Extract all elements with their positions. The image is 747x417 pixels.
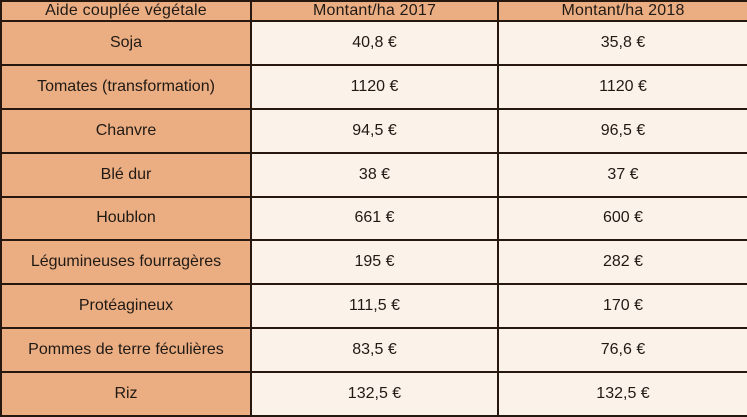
table-row-legumineuses: Légumineuses fourragères 195 € 282 € (0, 239, 747, 286)
amount-2017: 195 € (250, 239, 499, 286)
amount-2017: 94,5 € (250, 107, 499, 154)
amount-2018: 96,5 € (497, 107, 747, 154)
column-header-amount-2017: Montant/ha 2017 (250, 0, 499, 22)
table-row-pommes-de-terre: Pommes de terre féculières 83,5 € 76,6 € (0, 327, 747, 373)
row-label: Chanvre (0, 107, 252, 154)
table-row-chanvre: Chanvre 94,5 € 96,5 € (0, 107, 747, 154)
amount-2018: 35,8 € (497, 20, 747, 66)
table-row-soja: Soja 40,8 € 35,8 € (0, 20, 747, 66)
amount-2018: 1120 € (497, 63, 747, 110)
header-row: Aide couplée végétale Montant/ha 2017 Mo… (0, 0, 747, 22)
table-row-proteagineux: Protéagineux 111,5 € 170 € (0, 283, 747, 330)
amount-2018: 170 € (497, 283, 747, 330)
amount-2018: 37 € (497, 151, 747, 198)
amount-2017: 38 € (250, 151, 499, 198)
amount-2017: 40,8 € (250, 20, 499, 66)
row-label: Légumineuses fourragères (0, 239, 252, 286)
amount-2017: 1120 € (250, 63, 499, 110)
amount-2018: 132,5 € (497, 371, 747, 417)
amount-2018: 282 € (497, 239, 747, 286)
table-row-ble-dur: Blé dur 38 € 37 € (0, 151, 747, 198)
row-label: Tomates (transformation) (0, 63, 252, 110)
column-header-amount-2018: Montant/ha 2018 (497, 0, 747, 22)
amount-2018: 600 € (497, 195, 747, 242)
amount-2017: 132,5 € (250, 371, 499, 417)
table-row-riz: Riz 132,5 € 132,5 € (0, 371, 747, 417)
row-label: Blé dur (0, 151, 252, 198)
table-row-tomates: Tomates (transformation) 1120 € 1120 € (0, 63, 747, 110)
row-label: Houblon (0, 195, 252, 242)
table-row-houblon: Houblon 661 € 600 € (0, 195, 747, 242)
row-label: Protéagineux (0, 283, 252, 330)
column-header-aid-type: Aide couplée végétale (0, 0, 252, 22)
amount-2018: 76,6 € (497, 327, 747, 373)
amount-2017: 83,5 € (250, 327, 499, 373)
row-label: Riz (0, 371, 252, 417)
row-label: Soja (0, 20, 252, 66)
row-label: Pommes de terre féculières (0, 327, 252, 373)
amount-2017: 661 € (250, 195, 499, 242)
amount-2017: 111,5 € (250, 283, 499, 330)
